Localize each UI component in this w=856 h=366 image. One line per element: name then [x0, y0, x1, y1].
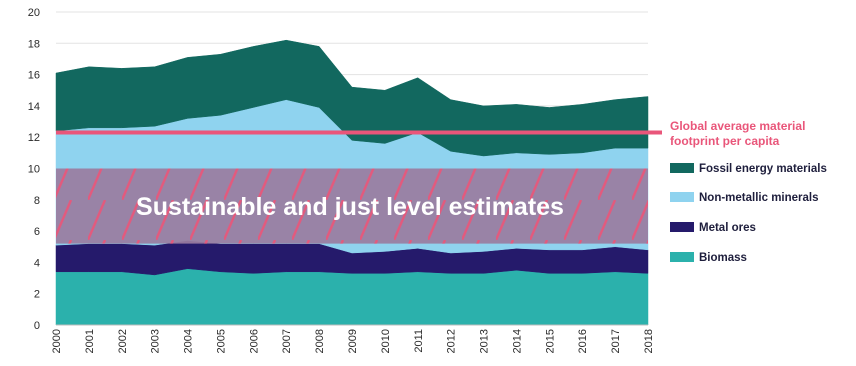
- y-tick-label: 6: [34, 226, 40, 238]
- band-label: Sustainable and just level estimates: [136, 193, 564, 221]
- band-hatch: [56, 168, 648, 244]
- x-tick-label: 2006: [248, 329, 260, 353]
- legend-label: Metal ores: [699, 222, 756, 234]
- legend-item: Fossil energy materials: [670, 163, 827, 175]
- sustainable-band: Sustainable and just level estimates: [56, 168, 648, 244]
- reference-line-label: Global average material: [670, 119, 805, 133]
- legend-label: Non-metallic minerals: [699, 192, 819, 204]
- y-tick-label: 16: [28, 70, 40, 82]
- x-tick-label: 2010: [380, 329, 392, 353]
- y-tick-label: 20: [28, 7, 40, 19]
- legend-item: Metal ores: [670, 222, 756, 234]
- legend-item: Biomass: [670, 252, 747, 264]
- x-tick-label: 2003: [150, 329, 162, 353]
- legend-item: Non-metallic minerals: [670, 192, 819, 204]
- legend-swatch: [670, 163, 694, 173]
- y-tick-label: 8: [34, 195, 40, 207]
- x-tick-label: 2001: [84, 329, 96, 353]
- x-tick-label: 2018: [643, 329, 655, 353]
- x-tick-label: 2007: [281, 329, 293, 353]
- y-tick-label: 14: [28, 101, 40, 113]
- x-tick-label: 2008: [314, 329, 326, 353]
- y-tick-label: 2: [34, 289, 40, 301]
- y-tick-label: 18: [28, 38, 40, 50]
- x-tick-label: 2011: [413, 329, 425, 353]
- y-tick-label: 10: [28, 164, 40, 176]
- legend-label: Fossil energy materials: [699, 163, 827, 175]
- x-tick-label: 2017: [610, 329, 622, 353]
- legend: Fossil energy materials Non-metallic mine…: [670, 163, 827, 264]
- reference-line-label: footprint per capita: [670, 134, 780, 148]
- x-tick-label: 2014: [511, 329, 523, 353]
- y-tick-label: 12: [28, 132, 40, 144]
- legend-swatch: [670, 222, 694, 232]
- x-tick-label: 2012: [446, 329, 458, 353]
- x-tick-label: 2015: [544, 329, 556, 353]
- x-tick-label: 2000: [51, 329, 63, 353]
- x-tick-label: 2009: [347, 329, 359, 353]
- area-biomass: [55, 268, 649, 326]
- area-fossil-energy-materials: [55, 39, 649, 157]
- x-tick-label: 2004: [183, 329, 195, 353]
- legend-swatch: [670, 192, 694, 202]
- y-tick-label: 4: [34, 257, 40, 269]
- x-tick-label: 2005: [215, 329, 227, 353]
- legend-swatch: [670, 252, 694, 262]
- x-tick-label: 2016: [577, 329, 589, 353]
- x-tick-label: 2013: [479, 329, 491, 353]
- axes: 0 2 4 6 8 10 12 14 16 18 20 2000 2001 2002 2003 2004 200…: [28, 7, 655, 353]
- y-tick-label: 0: [34, 320, 40, 332]
- legend-label: Biomass: [699, 252, 747, 264]
- x-tick-label: 2002: [117, 329, 129, 353]
